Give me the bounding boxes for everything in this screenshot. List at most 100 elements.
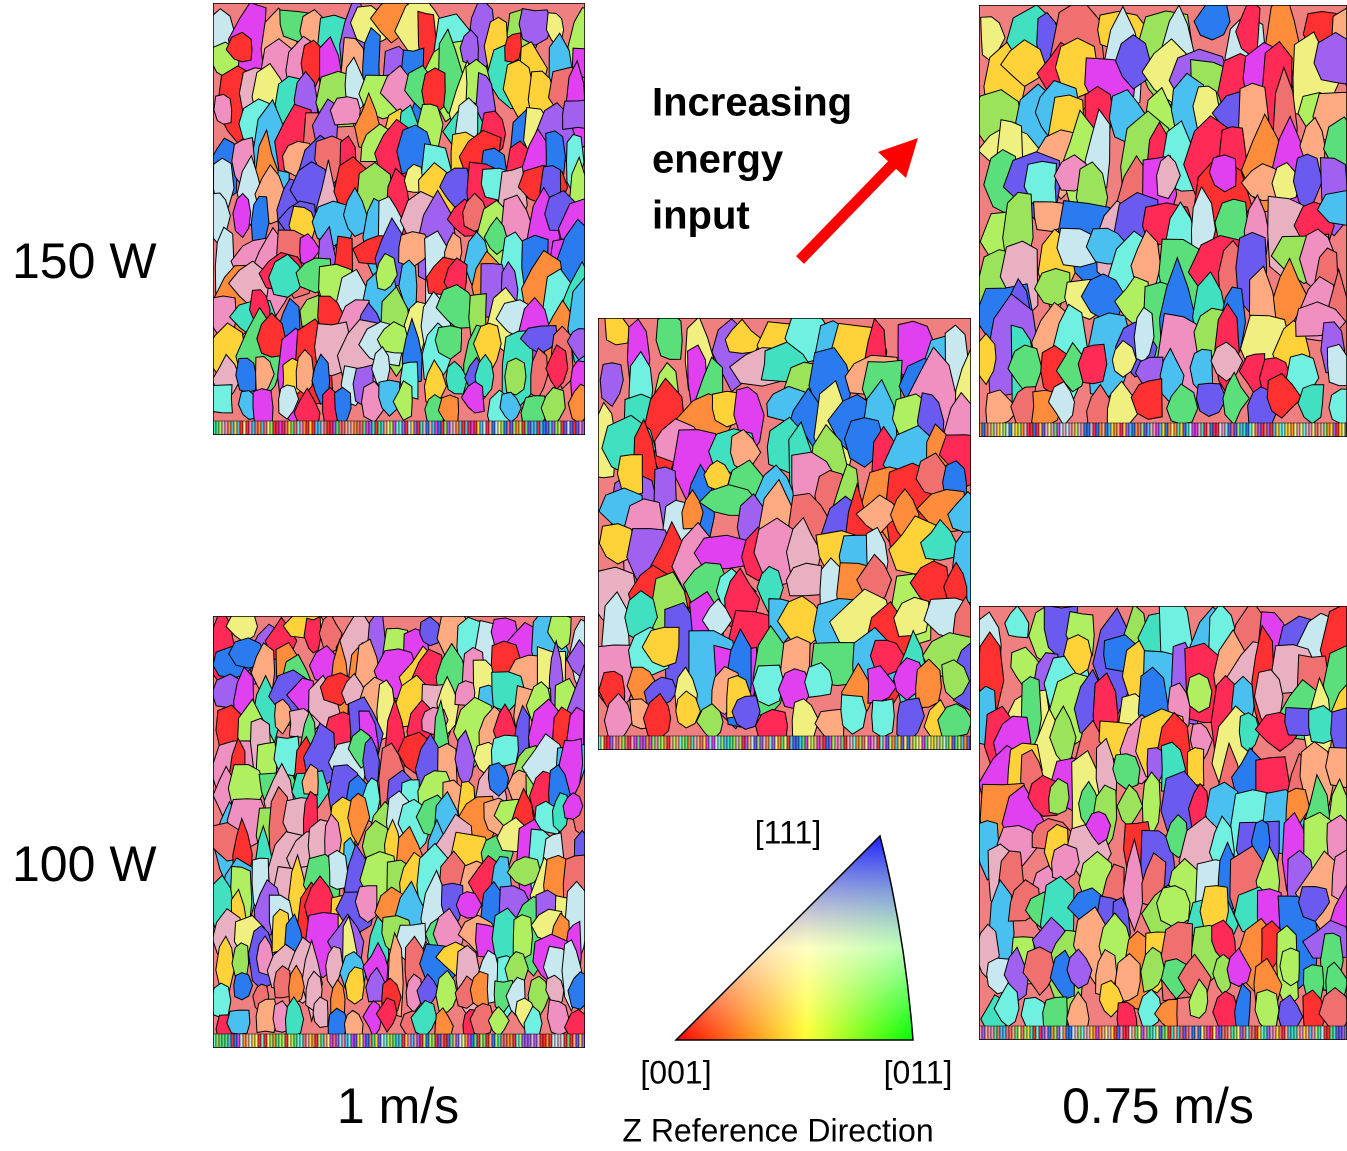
substrate-stripe: [260, 1033, 265, 1048]
grain: [278, 384, 300, 420]
substrate-stripe: [497, 1033, 502, 1048]
substrate-stripe: [401, 420, 406, 435]
grain: [1195, 382, 1228, 417]
substrate-stripe: [1233, 1025, 1238, 1040]
substrate-stripe: [572, 1033, 577, 1048]
substrate-stripe: [906, 735, 911, 750]
grain-map: [213, 616, 585, 1048]
substrate-stripe: [359, 420, 364, 435]
substrate-stripe: [996, 1025, 1001, 1040]
substrate-stripe: [1206, 422, 1211, 437]
grain: [655, 318, 683, 360]
grain: [455, 891, 483, 919]
grain: [472, 322, 502, 376]
substrate-stripe: [428, 1033, 433, 1048]
substrate-stripe: [230, 420, 235, 435]
ipf-corner: [111]: [755, 814, 821, 850]
substrate-stripe: [332, 420, 337, 435]
substrate-stripe: [1179, 422, 1184, 437]
substrate-stripe: [1170, 422, 1175, 437]
substrate-stripe: [368, 1033, 373, 1048]
substrate-stripe: [831, 735, 836, 750]
substrate-stripe: [1308, 422, 1313, 437]
substrate-stripe: [494, 420, 499, 435]
substrate-stripe: [1317, 1025, 1322, 1040]
substrate-stripe: [1035, 1025, 1040, 1040]
substrate-stripe: [807, 735, 812, 750]
substrate-stripe: [789, 735, 794, 750]
substrate-stripe: [413, 420, 418, 435]
grain: [312, 996, 329, 1029]
substrate-stripe: [545, 420, 550, 435]
substrate-stripe: [1233, 422, 1238, 437]
substrate-stripe: [1224, 422, 1229, 437]
grain: [937, 703, 971, 739]
substrate-stripe: [1068, 1025, 1073, 1040]
substrate-stripe: [227, 420, 232, 435]
grain: [1130, 378, 1163, 420]
substrate-stripe: [1245, 422, 1250, 437]
grain: [1330, 707, 1347, 761]
substrate-stripe: [1293, 1025, 1298, 1040]
substrate-stripe: [1053, 1025, 1058, 1040]
substrate-stripe: [1284, 1025, 1289, 1040]
substrate-stripe: [684, 735, 689, 750]
substrate-stripe: [245, 1033, 250, 1048]
substrate-stripe: [503, 420, 508, 435]
substrate-stripe: [1125, 422, 1130, 437]
row-label: 100 W: [12, 836, 157, 892]
substrate-stripe: [278, 420, 283, 435]
substrate-stripe: [885, 735, 890, 750]
substrate-stripe: [792, 735, 797, 750]
substrate-stripe: [936, 735, 941, 750]
substrate-stripe: [987, 422, 992, 437]
grain: [434, 325, 462, 360]
substrate-stripe: [1338, 422, 1343, 437]
substrate-stripe: [314, 420, 319, 435]
substrate-stripe: [723, 735, 728, 750]
grain: [920, 518, 957, 561]
substrate-stripe: [717, 735, 722, 750]
substrate-stripe: [266, 420, 271, 435]
substrate-stripe: [1185, 1025, 1190, 1040]
substrate-stripe: [981, 422, 986, 437]
substrate-stripe: [711, 735, 716, 750]
substrate-stripe: [272, 1033, 277, 1048]
substrate-stripe: [1113, 422, 1118, 437]
substrate-stripe: [560, 1033, 565, 1048]
substrate-stripe: [663, 735, 668, 750]
substrate-stripe: [389, 1033, 394, 1048]
substrate-stripe: [1194, 422, 1199, 437]
substrate-stripe: [416, 1033, 421, 1048]
substrate-stripe: [1131, 1025, 1136, 1040]
substrate-stripe: [1305, 1025, 1310, 1040]
substrate-stripe: [993, 422, 998, 437]
substrate-stripe: [407, 1033, 412, 1048]
substrate-stripe: [533, 1033, 538, 1048]
substrate-stripe: [1038, 422, 1043, 437]
ipf-corner: [001]: [640, 1054, 711, 1090]
substrate-stripe: [927, 735, 932, 750]
substrate-stripe: [882, 735, 887, 750]
substrate-stripe: [569, 1033, 574, 1048]
grain: [599, 362, 624, 408]
substrate-stripe: [945, 735, 950, 750]
substrate-stripe: [624, 735, 629, 750]
substrate-stripe: [320, 1033, 325, 1048]
substrate-stripe: [1314, 422, 1319, 437]
substrate-stripe: [828, 735, 833, 750]
substrate-stripe: [284, 1033, 289, 1048]
substrate-stripe: [1200, 1025, 1205, 1040]
substrate-stripe: [548, 1033, 553, 1048]
substrate-stripe: [215, 420, 220, 435]
substrate-stripe: [1236, 422, 1241, 437]
substrate-stripe: [1191, 422, 1196, 437]
grain: [1063, 634, 1093, 677]
substrate-stripe: [473, 1033, 478, 1048]
substrate-stripe: [1035, 422, 1040, 437]
substrate-stripe: [840, 735, 845, 750]
substrate-stripe: [1185, 422, 1190, 437]
substrate-stripe: [482, 420, 487, 435]
substrate-stripe: [855, 735, 860, 750]
substrate-stripe: [804, 735, 809, 750]
